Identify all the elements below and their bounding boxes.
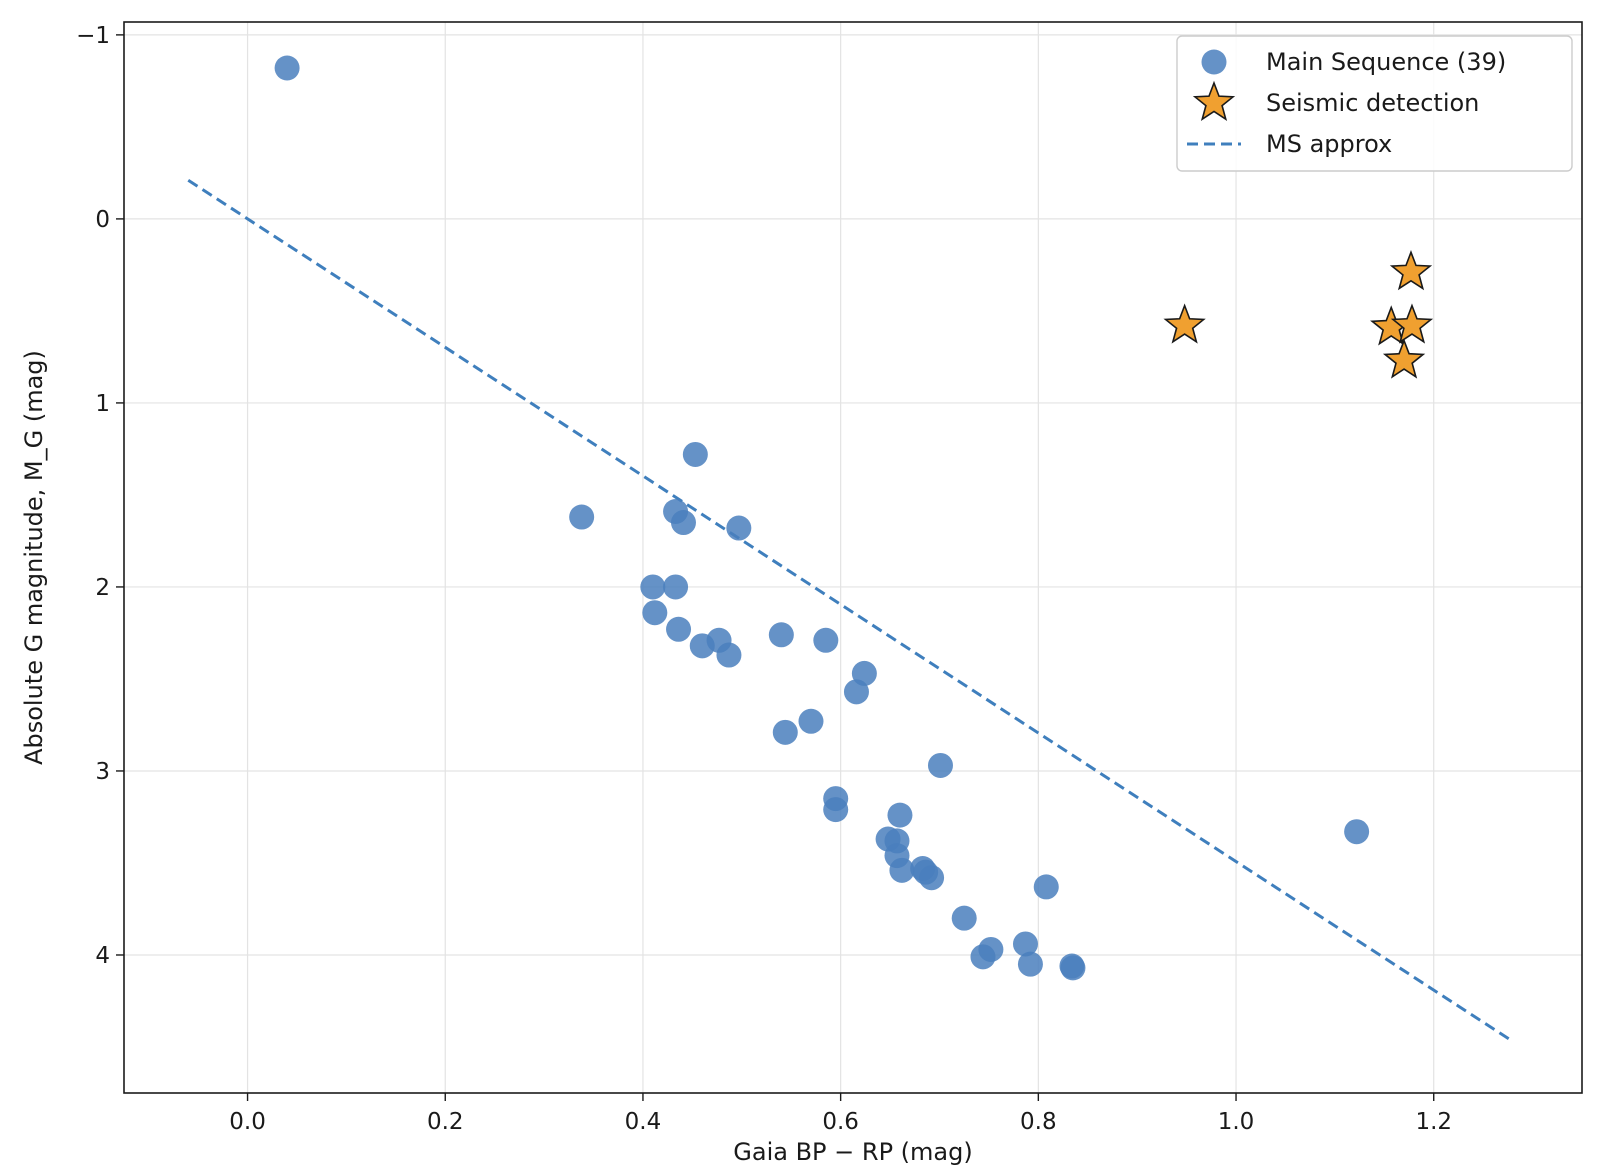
main-sequence-point <box>663 574 689 600</box>
plot-frame <box>123 21 1583 1094</box>
y-tick-label: 4 <box>95 943 110 969</box>
main-sequence-point <box>889 857 915 883</box>
main-sequence-point <box>772 719 798 745</box>
legend: Main Sequence (39) Seismic detection MS ap… <box>1176 35 1573 172</box>
y-tick-label: 0 <box>95 207 110 233</box>
seismic-detection-point <box>1389 250 1433 291</box>
legend-label: Main Sequence (39) <box>1266 48 1506 76</box>
main-sequence-point <box>1033 874 1059 900</box>
x-axis-label: Gaia BP − RP (mag) <box>733 1138 972 1166</box>
ms-approx-line <box>187 179 1514 1043</box>
main-sequence-point <box>919 865 945 891</box>
main-sequence-point <box>666 616 692 642</box>
legend-swatch-main-sequence <box>1201 49 1227 75</box>
x-tick-label: 1.2 <box>1415 1109 1452 1135</box>
main-sequence-point <box>798 708 824 734</box>
main-sequence-point <box>1060 955 1086 981</box>
main-sequence-point <box>1012 931 1038 957</box>
ticks: 0.0 0.2 0.4 0.6 0.8 1.0 1.2 −1 0 1 2 3 4 <box>76 23 1452 1135</box>
main-sequence-point <box>927 752 953 778</box>
main-sequence-point <box>569 504 595 530</box>
main-sequence-point <box>1344 819 1370 845</box>
main-sequence-point <box>970 944 996 970</box>
main-sequence-point <box>274 55 300 81</box>
main-sequence-point <box>640 574 666 600</box>
legend-label: MS approx <box>1266 130 1392 158</box>
main-sequence-point <box>682 441 708 467</box>
y-tick-label: 3 <box>95 759 110 785</box>
x-tick-label: 1.0 <box>1218 1109 1255 1135</box>
main-sequence-point <box>887 802 913 828</box>
seismic-detection-point <box>1390 303 1434 344</box>
grid <box>124 22 1582 1093</box>
main-sequence-point <box>951 905 977 931</box>
seismic-detection-point <box>1382 338 1426 379</box>
main-sequence-point <box>843 679 869 705</box>
plot-area <box>187 55 1514 1043</box>
main-sequence-point <box>823 797 849 823</box>
legend-box <box>1176 35 1573 172</box>
seismic-detection-point <box>1163 303 1206 344</box>
main-sequence-point <box>813 627 839 653</box>
x-tick-label: 0.2 <box>427 1109 464 1135</box>
main-sequence-point <box>642 600 668 626</box>
main-sequence-point <box>670 510 696 536</box>
main-sequence-point <box>726 515 752 541</box>
x-tick-label: 0.8 <box>1020 1109 1057 1135</box>
main-sequence-point <box>716 642 742 668</box>
x-tick-label: 0.6 <box>822 1109 859 1135</box>
main-sequence-point <box>1017 951 1043 977</box>
y-tick-label: 1 <box>95 391 110 417</box>
x-tick-label: 0.0 <box>229 1109 266 1135</box>
x-tick-label: 0.4 <box>625 1109 662 1135</box>
y-tick-label: −1 <box>76 23 110 49</box>
legend-label: Seismic detection <box>1266 89 1479 117</box>
main-sequence-point <box>768 622 794 648</box>
y-axis-label: Absolute G magnitude, M_G (mag) <box>20 350 48 765</box>
y-tick-label: 2 <box>95 575 110 601</box>
legend-swatch-seismic <box>1192 80 1236 121</box>
